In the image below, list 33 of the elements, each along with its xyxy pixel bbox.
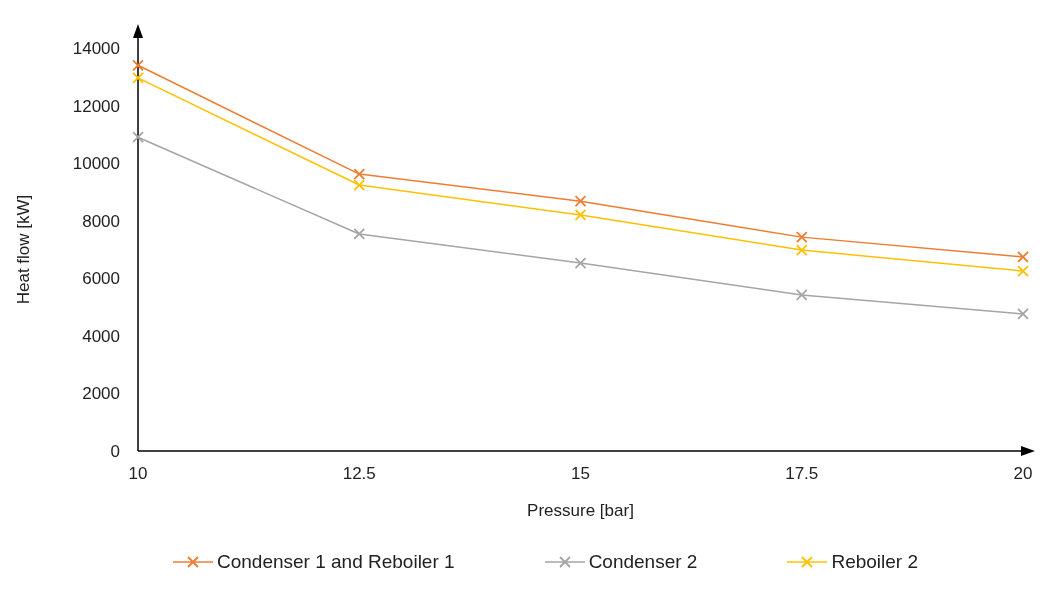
legend-label: Condenser 2 [587,551,698,573]
y-tick-label: 2000 [82,384,120,404]
point [353,168,366,180]
point [574,257,587,269]
x-tick-label: 20 [1013,464,1033,484]
point [1017,308,1029,320]
point [1017,251,1029,263]
x-tick-label: 15 [571,464,590,484]
point [132,59,144,72]
point [795,231,808,244]
x-axis-title: Pressure [bar] [527,501,634,520]
point [132,131,144,144]
point [795,289,808,301]
y-tick-label: 0 [110,442,120,462]
y-tick-label: 14000 [72,39,120,59]
y-axis-title: Heat flow [kW] [14,194,34,305]
point [795,244,808,256]
point [353,228,366,240]
point [574,195,587,208]
y-tick-label: 4000 [82,326,120,346]
point [132,72,144,84]
y-tick-label: 6000 [82,269,120,289]
legend-label: Condenser 1 and Reboiler 1 [215,551,455,573]
legend-label: Reboiler 2 [830,551,919,573]
point [574,209,587,221]
x-tick-label: 12.5 [342,464,376,484]
x-tick-label: 17.5 [785,464,819,484]
point [1017,265,1029,277]
point [353,179,366,191]
y-tick-label: 10000 [72,154,120,174]
y-tick-label: 12000 [72,96,120,116]
x-tick-label: 10 [128,464,148,484]
y-tick-label: 8000 [82,211,120,231]
